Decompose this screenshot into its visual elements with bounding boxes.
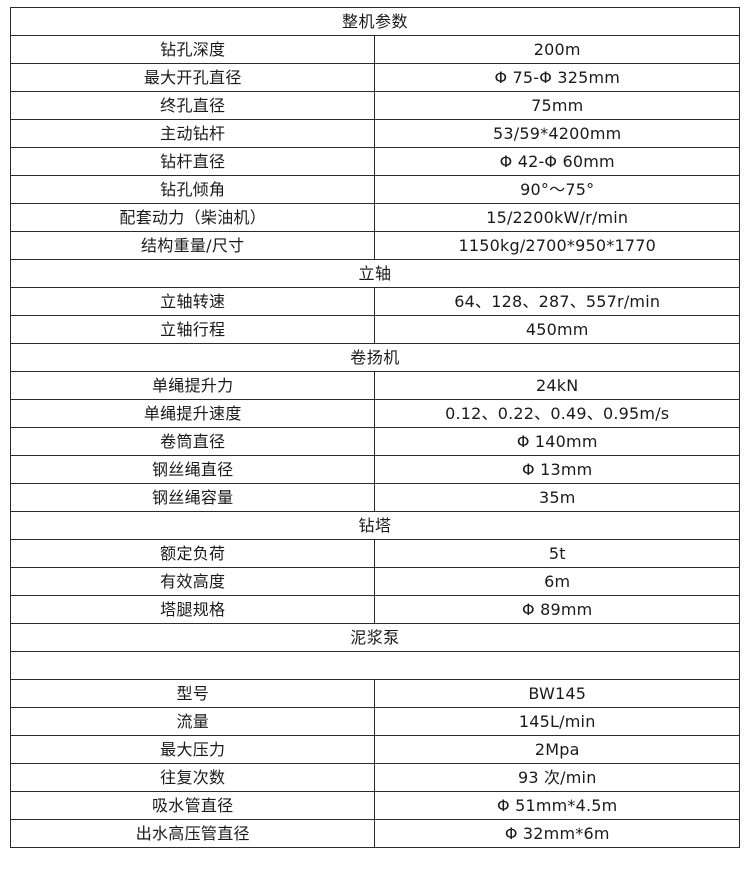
specification-table: 整机参数 钻孔深度 200m 最大开孔直径 Φ 75-Φ 325mm 终孔直径 75mm 主动… (9, 7, 740, 848)
section-header-derrick: 钻塔 (10, 511, 740, 540)
param-value: Φ 13mm (374, 455, 740, 484)
table-row: 卷筒直径 Φ 140mm (9, 427, 740, 456)
param-value: 0.12、0.22、0.49、0.95m/s (374, 399, 740, 428)
section-header-row: 泥浆泵 (10, 623, 740, 652)
param-value: 53/59*4200mm (374, 119, 740, 148)
table-row: 型号 BW145 (9, 679, 740, 708)
param-value: Φ 42-Φ 60mm (374, 147, 740, 176)
table-row: 主动钻杆 53/59*4200mm (9, 119, 740, 148)
param-value: Φ 140mm (374, 427, 740, 456)
table-row: 钻孔倾角 90°～75° (9, 175, 740, 204)
blank-cell (10, 651, 740, 680)
param-value: 6m (374, 567, 740, 596)
table-row: 钻杆直径 Φ 42-Φ 60mm (9, 147, 740, 176)
param-value: Φ 89mm (374, 595, 740, 624)
table-row: 立轴转速 64、128、287、557r/min (9, 287, 740, 316)
table-row: 单绳提升力 24kN (9, 371, 740, 400)
param-value: 145L/min (374, 707, 740, 736)
param-value: 24kN (374, 371, 740, 400)
param-name: 额定负荷 (9, 539, 376, 568)
param-name: 配套动力（柴油机） (9, 203, 376, 232)
param-name: 单绳提升力 (9, 371, 376, 400)
table-row: 钢丝绳直径 Φ 13mm (9, 455, 740, 484)
table-row: 最大压力 2Mpa (9, 735, 740, 764)
section-header-machine: 整机参数 (10, 7, 740, 36)
param-name: 卷筒直径 (9, 427, 376, 456)
table-row: 出水高压管直径 Φ 32mm*6m (9, 819, 740, 848)
param-value: 1150kg/2700*950*1770 (374, 231, 740, 260)
param-name: 立轴转速 (9, 287, 376, 316)
param-value: Φ 32mm*6m (374, 819, 740, 848)
section-header-mudpump: 泥浆泵 (10, 623, 740, 652)
param-name: 钢丝绳直径 (9, 455, 376, 484)
param-name: 出水高压管直径 (9, 819, 376, 848)
param-name: 结构重量/尺寸 (9, 231, 376, 260)
section-header-winch: 卷扬机 (10, 343, 740, 372)
param-name: 塔腿规格 (9, 595, 376, 624)
param-name: 往复次数 (9, 763, 376, 792)
table-row: 终孔直径 75mm (9, 91, 740, 120)
table-row: 吸水管直径 Φ 51mm*4.5m (9, 791, 740, 820)
param-name: 钢丝绳容量 (9, 483, 376, 512)
param-name: 单绳提升速度 (9, 399, 376, 428)
param-name: 最大压力 (9, 735, 376, 764)
table-row: 单绳提升速度 0.12、0.22、0.49、0.95m/s (9, 399, 740, 428)
param-value: 15/2200kW/r/min (374, 203, 740, 232)
table-row: 往复次数 93 次/min (9, 763, 740, 792)
param-name: 最大开孔直径 (9, 63, 376, 92)
table-row: 钢丝绳容量 35m (9, 483, 740, 512)
table-row: 流量 145L/min (9, 707, 740, 736)
param-name: 终孔直径 (9, 91, 376, 120)
table-row: 有效高度 6m (9, 567, 740, 596)
table-row: 钻孔深度 200m (9, 35, 740, 64)
section-header-row: 立轴 (10, 259, 740, 288)
table-row: 配套动力（柴油机） 15/2200kW/r/min (9, 203, 740, 232)
param-value: BW145 (374, 679, 740, 708)
section-header-row: 整机参数 (10, 7, 740, 36)
param-value: 93 次/min (374, 763, 740, 792)
section-header-row: 卷扬机 (10, 343, 740, 372)
param-name: 钻杆直径 (9, 147, 376, 176)
section-header-row: 钻塔 (10, 511, 740, 540)
table-row: 塔腿规格 Φ 89mm (9, 595, 740, 624)
param-value: Φ 75-Φ 325mm (374, 63, 740, 92)
param-name: 钻孔倾角 (9, 175, 376, 204)
param-name: 吸水管直径 (9, 791, 376, 820)
param-value: 75mm (374, 91, 740, 120)
param-name: 流量 (9, 707, 376, 736)
table-row: 额定负荷 5t (9, 539, 740, 568)
blank-row (10, 651, 740, 680)
param-value: 90°～75° (374, 175, 740, 204)
param-value: Φ 51mm*4.5m (374, 791, 740, 820)
param-value: 35m (374, 483, 740, 512)
section-header-spindle: 立轴 (10, 259, 740, 288)
table-row: 最大开孔直径 Φ 75-Φ 325mm (9, 63, 740, 92)
param-name: 钻孔深度 (9, 35, 376, 64)
param-name: 有效高度 (9, 567, 376, 596)
param-value: 2Mpa (374, 735, 740, 764)
param-value: 200m (374, 35, 740, 64)
param-name: 主动钻杆 (9, 119, 376, 148)
param-value: 450mm (374, 315, 740, 344)
table-row: 结构重量/尺寸 1150kg/2700*950*1770 (9, 231, 740, 260)
param-value: 5t (374, 539, 740, 568)
param-value: 64、128、287、557r/min (374, 287, 740, 316)
param-name: 立轴行程 (9, 315, 376, 344)
table-body: 整机参数 钻孔深度 200m 最大开孔直径 Φ 75-Φ 325mm 终孔直径 75mm 主动… (9, 7, 740, 848)
table-row: 立轴行程 450mm (9, 315, 740, 344)
param-name: 型号 (9, 679, 376, 708)
